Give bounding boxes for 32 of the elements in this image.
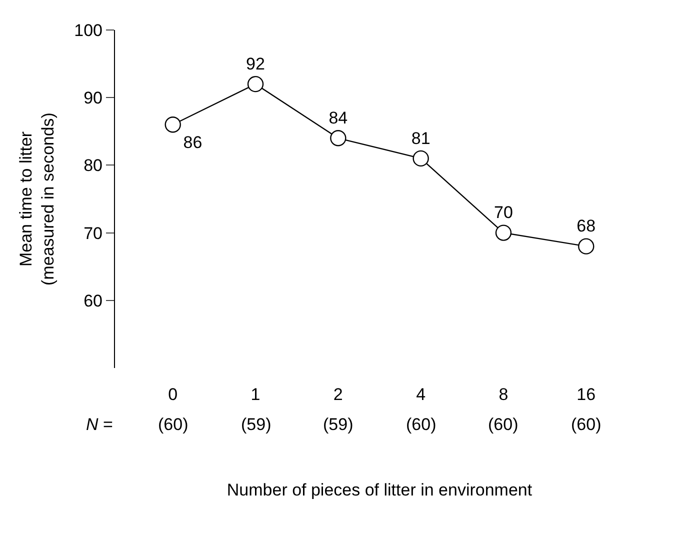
y-tick-label: 60 [84,291,102,310]
y-tick-label: 80 [84,156,102,176]
text: (60) [488,415,518,434]
x-tick-label: 2 [333,385,343,404]
text: (60) [571,415,602,434]
data-label: 81 [411,128,430,148]
point [578,238,594,254]
text: (60) [406,415,436,434]
data-label: 68 [576,216,596,236]
x-axis-title: Number of pieces of litter in environment [226,480,532,500]
x-tick-label: 4 [416,385,426,404]
point [412,150,429,167]
x-tick-label: 0 [168,385,178,404]
text: (59) [323,415,354,434]
data-label: 84 [328,108,348,128]
x-tick-label: 8 [498,385,508,404]
y-tick-label: 90 [84,88,102,108]
x-tick-label: 1 [250,385,260,404]
data-label: 86 [183,132,202,152]
point [247,76,264,92]
y-axis-title: Mean time to litter (measured in seconds) [16,112,58,286]
data-label: 92 [246,54,265,74]
x-tick-label: 16 [576,385,596,404]
text: (59) [241,415,272,434]
point [330,130,346,146]
point [164,116,181,133]
text: N = [86,415,114,434]
y-tick-label: 100 [74,20,102,40]
data-label: 70 [494,203,513,222]
text: (60) [158,415,188,434]
y-tick-label: 70 [84,224,102,243]
point [495,224,512,241]
